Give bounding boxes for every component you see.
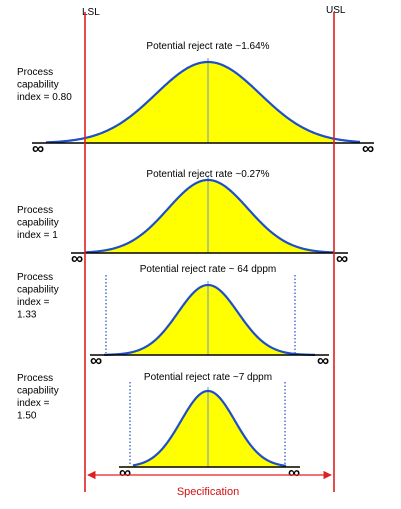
capability-line: index = 1 bbox=[17, 230, 58, 241]
capability-line: capability bbox=[17, 386, 59, 397]
positive-infinity-symbol: ∞ bbox=[288, 463, 300, 482]
capability-line: index = bbox=[17, 297, 50, 308]
specification-label: Specification bbox=[177, 486, 239, 498]
capability-index-label: Process capability index = 1.33 bbox=[17, 272, 59, 321]
distribution-curve bbox=[132, 389, 287, 467]
panel-2: ∞ ∞ Potential reject rate ~0.27% Process cap… bbox=[17, 169, 348, 268]
usl-label: USL bbox=[326, 5, 346, 16]
capability-line: 1.33 bbox=[17, 310, 37, 321]
capability-line: index = 0.80 bbox=[17, 92, 72, 103]
panel-3: ∞ ∞ Potential reject rate ~ 64 dppm Process… bbox=[17, 264, 334, 370]
capability-line: index = bbox=[17, 398, 50, 409]
panel-1: ∞ ∞ Potential reject rate ~1.64% Process cap… bbox=[17, 41, 374, 158]
within-spec-area bbox=[85, 62, 334, 143]
positive-infinity-symbol: ∞ bbox=[317, 351, 329, 370]
capability-line: capability bbox=[17, 80, 59, 91]
distribution-curve bbox=[45, 60, 361, 144]
capability-line: Process bbox=[17, 67, 53, 78]
specification-label-background bbox=[173, 485, 243, 499]
within-spec-area bbox=[85, 285, 334, 355]
capability-line: Process bbox=[17, 205, 53, 216]
capability-index-label: Process capability index = 0.80 bbox=[17, 67, 72, 103]
overlay-layer: LSL USL Specification bbox=[82, 5, 346, 499]
lsl-label: LSL bbox=[82, 7, 100, 18]
capability-line: capability bbox=[17, 285, 59, 296]
positive-infinity-symbol: ∞ bbox=[336, 249, 348, 268]
reject-rate-title: Potential reject rate ~0.27% bbox=[146, 169, 269, 180]
within-spec-area bbox=[85, 391, 334, 467]
negative-infinity-symbol: ∞ bbox=[71, 249, 83, 268]
capability-line: Process bbox=[17, 373, 53, 384]
negative-infinity-symbol: ∞ bbox=[119, 463, 131, 482]
reject-rate-title: Potential reject rate ~7 dppm bbox=[144, 372, 272, 383]
distribution-curve bbox=[103, 283, 316, 356]
capability-index-label: Process capability index = 1.50 bbox=[17, 373, 59, 422]
capability-line: 1.50 bbox=[17, 411, 37, 422]
capability-line: capability bbox=[17, 218, 59, 229]
panel-4: ∞ ∞ Potential reject rate ~7 dppm Process ca… bbox=[17, 372, 334, 482]
reject-rate-title: Potential reject rate ~ 64 dppm bbox=[140, 264, 276, 275]
negative-infinity-symbol: ∞ bbox=[32, 139, 44, 158]
positive-infinity-symbol: ∞ bbox=[362, 139, 374, 158]
capability-line: Process bbox=[17, 272, 53, 283]
panels-layer: ∞ ∞ Potential reject rate ~1.64% Process cap… bbox=[17, 41, 374, 482]
within-spec-area bbox=[85, 180, 334, 253]
negative-infinity-symbol: ∞ bbox=[90, 351, 102, 370]
distribution-curve bbox=[84, 178, 335, 254]
reject-rate-title: Potential reject rate ~1.64% bbox=[146, 41, 269, 52]
capability-index-label: Process capability index = 1 bbox=[17, 205, 59, 241]
